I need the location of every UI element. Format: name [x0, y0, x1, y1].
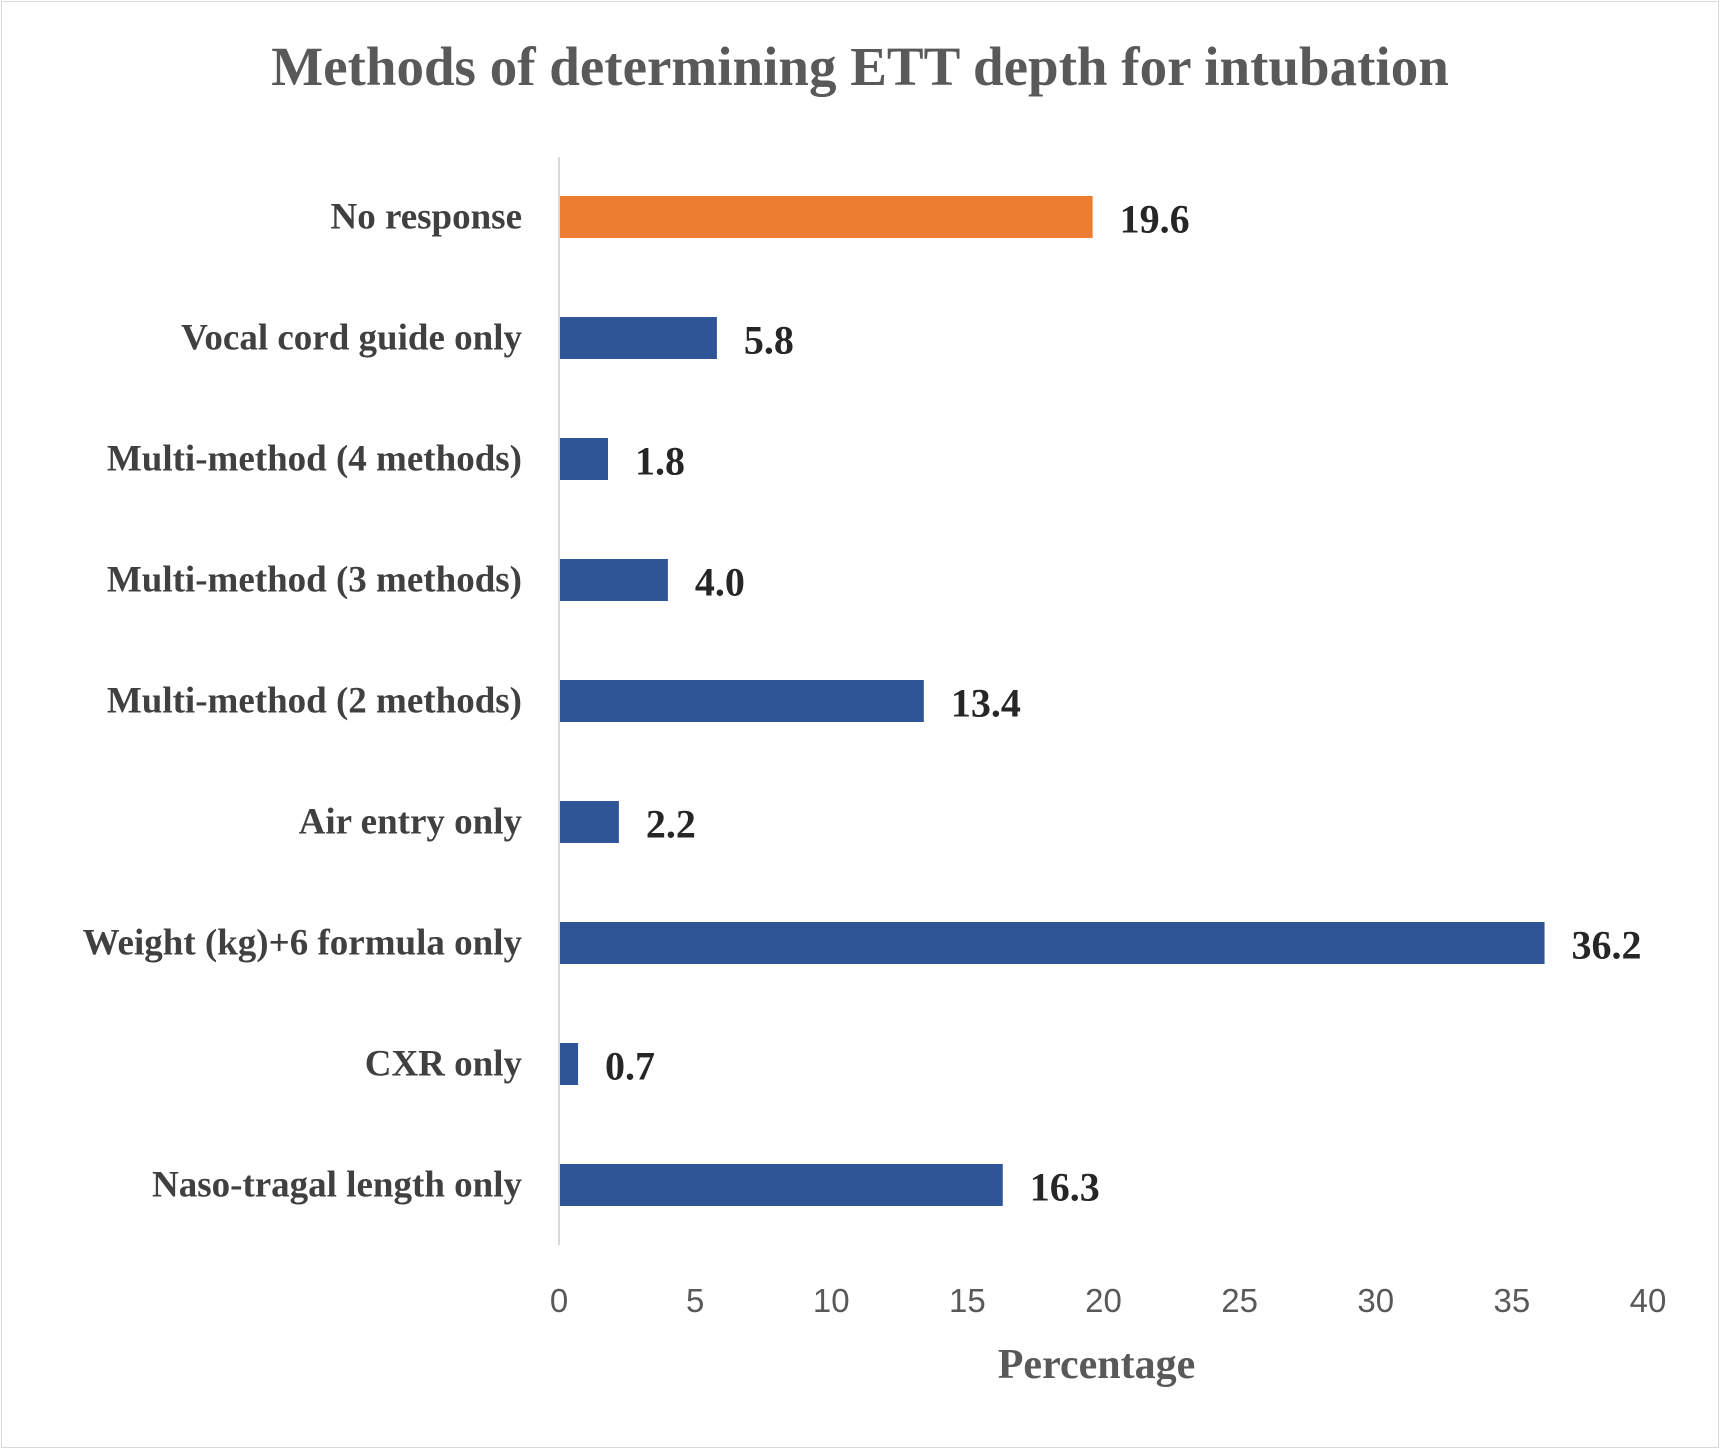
x-tick-label: 5	[686, 1282, 704, 1319]
category-label: Naso-tragal length only	[152, 1165, 523, 1206]
category-label: Vocal cord guide only	[181, 318, 522, 359]
bar	[559, 1164, 1003, 1206]
data-label: 2.2	[646, 802, 696, 847]
x-tick-label: 20	[1085, 1282, 1122, 1319]
bar	[559, 922, 1545, 964]
data-label: 4.0	[695, 560, 745, 605]
bars-layer	[559, 196, 1545, 1206]
x-tick-label: 30	[1357, 1282, 1394, 1319]
x-axis-title: Percentage	[998, 1342, 1195, 1388]
category-label: No response	[330, 197, 522, 238]
bar	[559, 680, 924, 722]
bar	[559, 438, 609, 480]
bar	[559, 196, 1093, 238]
bar	[559, 801, 619, 843]
x-tick-label: 10	[813, 1282, 850, 1319]
chart-title: Methods of determining ETT depth for int…	[271, 36, 1449, 97]
x-tick-label: 25	[1221, 1282, 1258, 1319]
x-tick-label: 15	[949, 1282, 986, 1319]
category-label: CXR only	[365, 1044, 523, 1085]
x-tick-label: 0	[550, 1282, 568, 1319]
category-label: Multi-method (3 methods)	[107, 560, 522, 601]
category-label: Air entry only	[299, 802, 523, 843]
bar	[559, 1043, 579, 1085]
category-label: Multi-method (4 methods)	[107, 439, 522, 480]
labels-layer: No response 19.6 Vocal cord guide only 5.8 M…	[83, 197, 1642, 1210]
data-label: 19.6	[1120, 197, 1190, 242]
bar	[559, 559, 668, 601]
category-label: Weight (kg)+6 formula only	[83, 923, 523, 964]
data-label: 16.3	[1030, 1165, 1100, 1210]
x-tick-label: 35	[1494, 1282, 1531, 1319]
data-label: 1.8	[635, 439, 685, 484]
data-label: 36.2	[1572, 923, 1642, 968]
data-label: 0.7	[605, 1044, 655, 1089]
data-label: 5.8	[744, 318, 794, 363]
x-tick-label: 40	[1630, 1282, 1667, 1319]
axis-layer: 0 5 10 15 20 25 30 35 40 Percentage	[550, 157, 1667, 1388]
bar	[559, 317, 717, 359]
category-label: Multi-method (2 methods)	[107, 681, 522, 722]
data-label: 13.4	[951, 681, 1021, 726]
